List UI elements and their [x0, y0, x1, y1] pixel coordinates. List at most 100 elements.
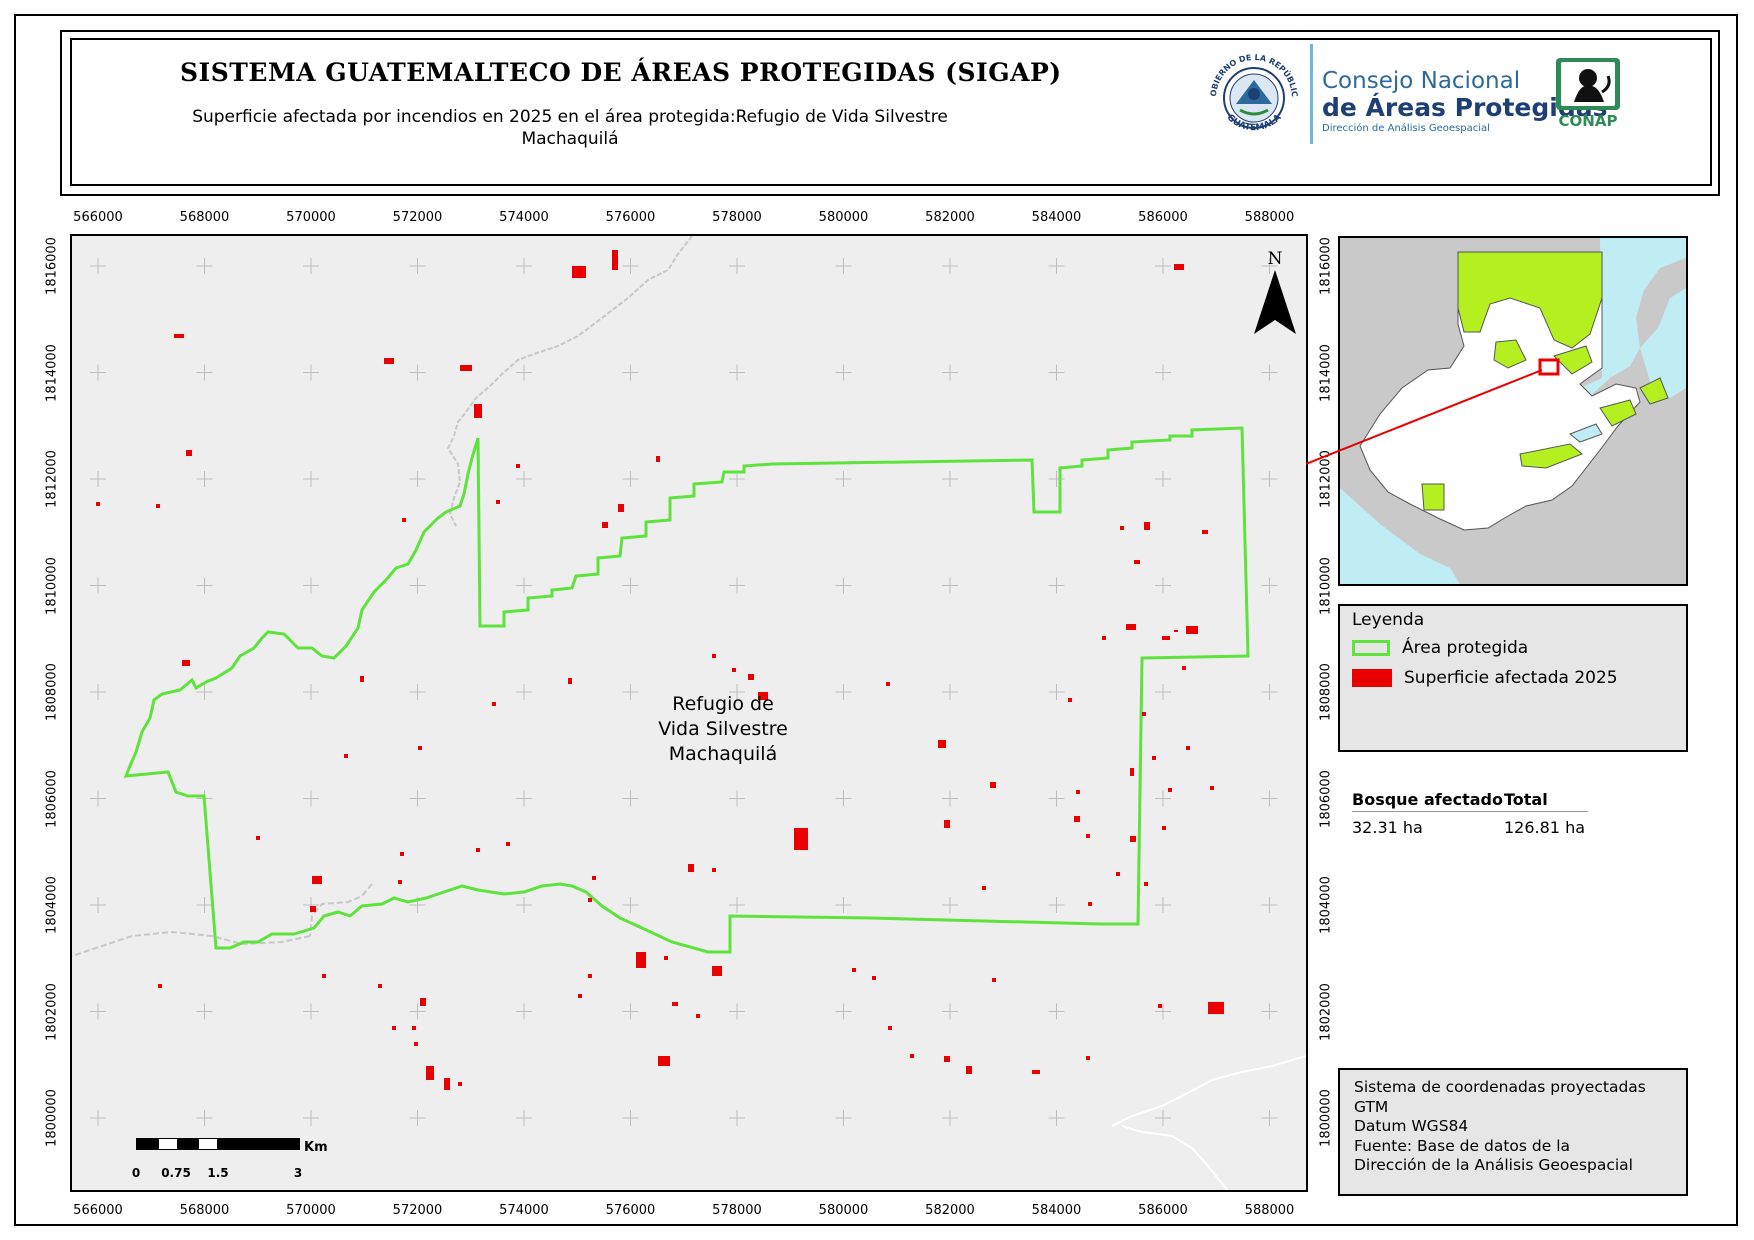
- burned-patch: [568, 678, 572, 684]
- logo-divider: [1310, 44, 1313, 144]
- scale-segment: [198, 1138, 218, 1150]
- grid-cross: [1155, 897, 1171, 913]
- inset-map-canvas: [1340, 238, 1686, 584]
- y-tick-label: 1810000: [44, 556, 60, 615]
- scale-unit: Km: [304, 1140, 328, 1155]
- x-tick-label: 580000: [818, 1203, 869, 1218]
- burned-patch: [1074, 816, 1080, 822]
- grid-cross: [1048, 471, 1065, 487]
- burned-patch: [186, 450, 192, 456]
- burned-patch: [944, 1056, 950, 1062]
- burned-patch: [572, 266, 586, 278]
- burned-patch: [392, 1026, 396, 1030]
- burned-patch: [1076, 790, 1080, 794]
- burned-patch: [1086, 834, 1090, 838]
- burned-patch: [474, 404, 482, 418]
- grid-cross: [90, 897, 106, 913]
- y-tick-label: 1802000: [44, 982, 60, 1041]
- grid-cross: [409, 364, 426, 381]
- x-tick-label: 586000: [1138, 210, 1188, 225]
- x-tick-label: 580000: [818, 210, 869, 225]
- burned-patch: [712, 966, 722, 976]
- y-tick-label: 1800000: [44, 1089, 60, 1147]
- burned-patch: [492, 702, 496, 706]
- sea-area: [1340, 488, 1460, 584]
- burned-patch: [174, 334, 184, 338]
- burned-patch: [420, 998, 426, 1006]
- y-tick-label: 1816000: [44, 237, 60, 295]
- burned-patch: [1102, 636, 1106, 640]
- protected-area-patch: [1421, 483, 1445, 511]
- stats-value: 126.81 ha: [1504, 818, 1586, 837]
- area-label-line-1: Refugio de: [672, 693, 774, 715]
- grid-cross: [516, 258, 532, 274]
- outer-frame: [14, 14, 1738, 1226]
- burned-patch: [256, 836, 260, 840]
- area-label-line-2: Vida Silvestre: [658, 718, 788, 740]
- grid-cross: [516, 364, 532, 381]
- lake-icon: [1569, 423, 1603, 443]
- grid-cross: [1155, 1003, 1171, 1020]
- y-tick-label: 1800000: [1318, 1089, 1334, 1147]
- grid-cross: [1155, 577, 1171, 594]
- x-tick-label: 570000: [286, 210, 336, 225]
- legend-label: Área protegida: [1402, 638, 1529, 658]
- main-map[interactable]: N Refugio de Vida Silvestre Machaquilá: [70, 234, 1308, 1192]
- burned-patch: [1120, 526, 1124, 530]
- grid-cross: [1048, 897, 1065, 913]
- burned-patch: [1130, 836, 1136, 842]
- burned-patch: [322, 974, 326, 978]
- x-tick-label: 578000: [712, 1203, 762, 1218]
- info-line: GTM: [1354, 1097, 1389, 1116]
- grid-crosses: [90, 258, 1278, 1126]
- grid-cross: [622, 1110, 639, 1126]
- burned-patch: [592, 876, 596, 880]
- burned-patch: [1086, 1056, 1090, 1060]
- grid-cross: [1261, 1003, 1278, 1020]
- burned-patch: [458, 1082, 462, 1086]
- burned-patch: [1168, 788, 1172, 792]
- grid-cross: [1155, 1110, 1171, 1126]
- burned-patch: [578, 994, 582, 998]
- protected-area-patch: [1599, 399, 1637, 427]
- burned-patch: [444, 1078, 450, 1090]
- grid-cross: [622, 1003, 639, 1020]
- grid-cross: [1261, 364, 1278, 381]
- grid-cross: [196, 258, 213, 274]
- road-line: [72, 930, 311, 957]
- burned-patch: [1202, 530, 1208, 534]
- burned-patch: [732, 668, 736, 672]
- x-tick-label: 570000: [286, 1203, 336, 1218]
- grid-cross: [90, 1003, 106, 1020]
- grid-cross: [1048, 1003, 1065, 1020]
- grid-cross: [835, 364, 852, 381]
- road-line: [1121, 1125, 1229, 1190]
- grid-cross: [942, 1110, 958, 1126]
- inset-map[interactable]: [1338, 236, 1688, 586]
- burned-patch: [1182, 666, 1186, 670]
- burned-patch: [1158, 1004, 1162, 1008]
- grid-cross: [835, 1003, 852, 1020]
- burned-patch: [1162, 636, 1170, 640]
- burned-patch: [1186, 626, 1198, 634]
- legend-title: Leyenda: [1352, 610, 1425, 630]
- grid-cross: [1048, 577, 1065, 594]
- grid-cross: [196, 1110, 213, 1126]
- x-tick-label: 572000: [392, 1203, 443, 1218]
- burned-patch: [588, 974, 592, 978]
- x-tick-label: 588000: [1244, 210, 1295, 225]
- grid-cross: [622, 577, 639, 594]
- burned-patch: [1088, 902, 1092, 906]
- protected-area-patch: [1519, 443, 1583, 469]
- grid-cross: [835, 471, 852, 487]
- grid-cross: [1048, 684, 1065, 700]
- council-line-3: Dirección de Análisis Geoespacial: [1322, 123, 1490, 134]
- burned-patch: [992, 978, 996, 982]
- conap-label: CONAP: [1559, 112, 1618, 130]
- burned-patch: [1130, 768, 1134, 776]
- grid-cross: [622, 897, 639, 913]
- grid-cross: [729, 790, 745, 807]
- burned-patch: [990, 782, 996, 788]
- y-tick-label: 1808000: [44, 663, 60, 721]
- burned-patch: [402, 518, 406, 522]
